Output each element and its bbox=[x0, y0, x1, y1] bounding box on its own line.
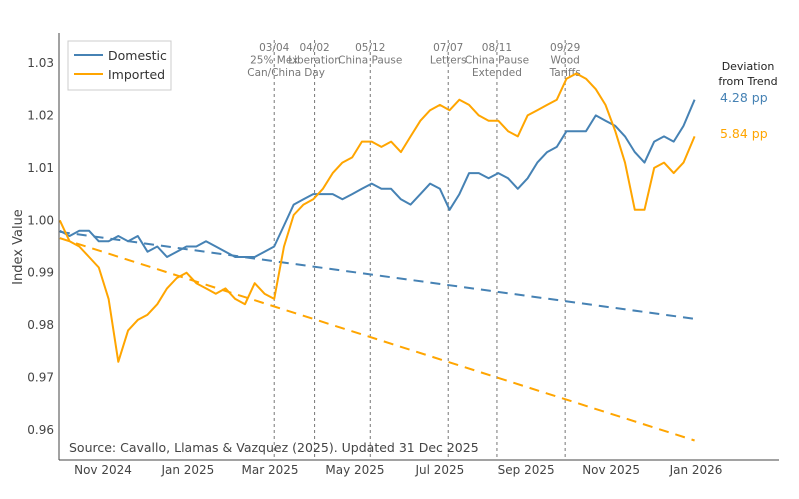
legend-box bbox=[67, 40, 172, 91]
domestic-trend-line bbox=[59, 230, 695, 320]
x-tick-label: Jan 2025 bbox=[160, 463, 214, 477]
series-line-domestic bbox=[59, 99, 696, 258]
x-tick-label: Jan 2026 bbox=[669, 463, 723, 477]
event-annotation-label: 09/29 bbox=[550, 42, 580, 54]
legend-label-imported[interactable]: Imported bbox=[108, 67, 165, 82]
y-tick-label: 0.97 bbox=[27, 371, 54, 385]
event-annotation-label: Day bbox=[304, 67, 325, 79]
series-line-imported bbox=[58, 72, 696, 363]
y-tick-label: 1.00 bbox=[27, 213, 54, 227]
event-annotation-label: 25% Mex bbox=[250, 55, 298, 67]
deviation-value-imported: 5.84 pp bbox=[720, 126, 768, 141]
trend-lines bbox=[59, 230, 695, 442]
event-annotation-label: Wood bbox=[551, 55, 580, 67]
event-annotation-label: 08/11 bbox=[482, 42, 512, 54]
event-annotation-label: 04/02 bbox=[299, 42, 329, 54]
event-annotation-label: 05/12 bbox=[355, 42, 385, 54]
imported-trend-line bbox=[59, 237, 695, 442]
series-lines bbox=[58, 72, 696, 363]
event-annotation-label: 03/04 bbox=[259, 42, 290, 54]
y-tick-label: 0.99 bbox=[27, 266, 54, 280]
deviation-value-domestic: 4.28 pp bbox=[720, 90, 768, 105]
y-tick-label: 0.96 bbox=[27, 423, 54, 437]
event-annotation-label: China Pause bbox=[338, 55, 402, 67]
legend-label-domestic[interactable]: Domestic bbox=[108, 48, 167, 63]
x-tick-label: Sep 2025 bbox=[498, 463, 555, 477]
event-annotation-label: Extended bbox=[472, 67, 522, 79]
source-note: Source: Cavallo, Llamas & Vazquez (2025)… bbox=[69, 440, 479, 455]
x-tick-label: May 2025 bbox=[325, 463, 384, 477]
y-tick-label: 0.98 bbox=[27, 318, 54, 332]
x-tick-label: Nov 2024 bbox=[74, 463, 132, 477]
x-ticks: Nov 2024 Jan 2025 Mar 2025 May 2025 Jul 2025… bbox=[74, 463, 722, 477]
deviation-header-line1: Deviation bbox=[722, 60, 775, 73]
y-ticks: 0.96 0.97 0.98 0.99 1.00 1.01 1.02 1.03 bbox=[27, 56, 54, 437]
event-annotation-label: Liberation bbox=[288, 55, 341, 67]
x-tick-label: Mar 2025 bbox=[242, 463, 299, 477]
x-tick-label: Nov 2025 bbox=[582, 463, 640, 477]
x-tick-label: Jul 2025 bbox=[414, 463, 464, 477]
event-annotation-label: 07/07 bbox=[433, 42, 463, 54]
y-tick-label: 1.01 bbox=[27, 161, 54, 175]
y-axis-label: Index Value bbox=[11, 209, 26, 285]
event-annotation-label: Can/China bbox=[247, 67, 301, 79]
deviation-header-line2: from Trend bbox=[718, 75, 777, 88]
y-tick-label: 1.03 bbox=[27, 56, 54, 70]
legend[interactable]: Domestic Imported bbox=[67, 40, 172, 91]
event-annotation-label: China Pause bbox=[465, 55, 529, 67]
y-tick-label: 1.02 bbox=[27, 108, 54, 122]
event-annotation-label: Letters bbox=[430, 55, 467, 67]
